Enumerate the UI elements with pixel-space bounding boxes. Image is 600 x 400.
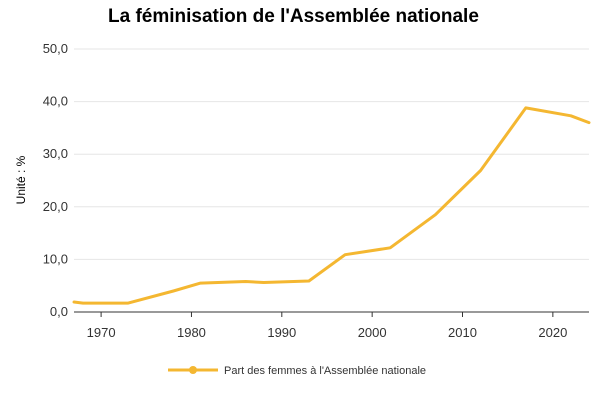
data-point[interactable]: [194, 277, 206, 289]
x-tick-label: 2010: [448, 325, 477, 340]
y-tick-label: 40,0: [43, 94, 68, 109]
y-tick-label: 10,0: [43, 251, 68, 266]
x-tick-label: 2020: [538, 325, 567, 340]
y-tick-label: 50,0: [43, 41, 68, 56]
x-tick-label: 1980: [177, 325, 206, 340]
legend[interactable]: Part des femmes à l'Assemblée nationale: [168, 365, 426, 377]
data-point[interactable]: [167, 285, 179, 297]
data-point[interactable]: [258, 277, 270, 289]
y-tick-label: 20,0: [43, 199, 68, 214]
data-point[interactable]: [384, 242, 396, 254]
data-point[interactable]: [520, 102, 532, 114]
y-tick-label: 0,0: [50, 304, 68, 319]
y-tick-label: 30,0: [43, 146, 68, 161]
legend-marker-icon: [189, 366, 197, 374]
y-axis-tick-labels: 0,0 10,0 20,0 30,0 40,0 50,0: [43, 41, 68, 319]
data-point[interactable]: [339, 249, 351, 261]
gridlines: [74, 48, 589, 260]
y-axis-title: Unité : %: [14, 155, 28, 204]
data-point[interactable]: [429, 209, 441, 221]
data-point[interactable]: [303, 275, 315, 287]
data-point[interactable]: [240, 275, 252, 287]
series-layer: [72, 102, 595, 309]
x-tick-label: 1990: [267, 325, 296, 340]
x-tick-label: 2000: [358, 325, 387, 340]
data-point[interactable]: [565, 110, 577, 122]
data-point[interactable]: [583, 117, 595, 129]
legend-label: Part des femmes à l'Assemblée nationale: [224, 365, 426, 377]
x-axis: 1970 1980 1990 2000 2010 2020: [74, 311, 589, 340]
data-point[interactable]: [77, 297, 89, 309]
x-tick-label: 1970: [87, 325, 116, 340]
data-point[interactable]: [122, 297, 134, 309]
chart-title: La féminisation de l'Assemblée nationale: [108, 6, 479, 27]
series-line-0[interactable]: [72, 106, 591, 305]
data-point[interactable]: [475, 165, 487, 177]
